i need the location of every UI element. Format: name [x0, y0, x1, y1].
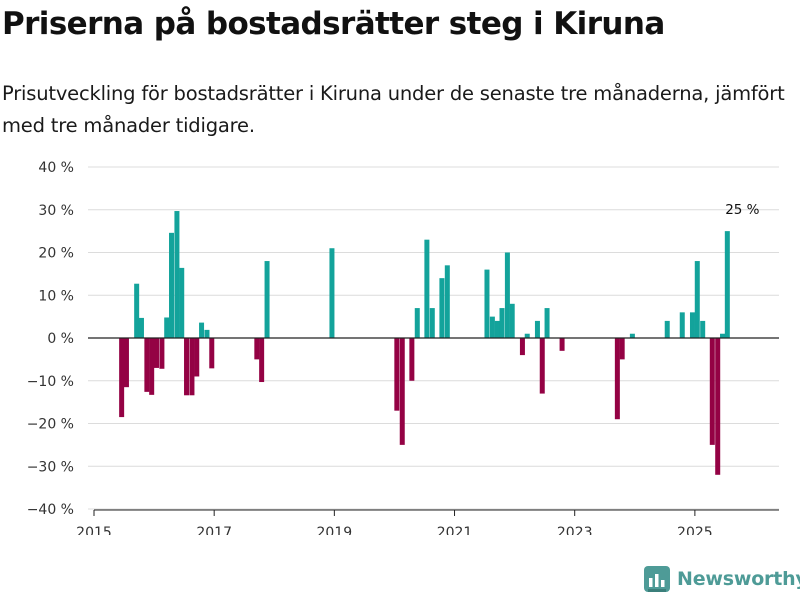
bar — [709, 338, 715, 445]
y-tick-label: −20 % — [27, 417, 74, 433]
bar — [424, 239, 430, 338]
bar — [259, 338, 265, 383]
bar — [689, 312, 695, 338]
bar — [619, 338, 625, 360]
bar-chart: −40 % −30 % −20 % −10 % 0 % 10 % 20 % 30 % 40 % 2… — [27, 160, 779, 535]
y-tick-label: −10 % — [27, 374, 74, 390]
newsworthy-logo-icon — [644, 566, 670, 592]
y-tick-label: 40 % — [38, 160, 74, 176]
bar — [694, 261, 700, 338]
y-tick-label: 20 % — [38, 246, 74, 262]
bar — [715, 338, 721, 475]
bar — [134, 283, 140, 338]
x-tick-label: 2017 — [196, 525, 232, 535]
bar — [414, 308, 420, 338]
bar — [519, 338, 525, 356]
bar — [209, 338, 215, 369]
bar — [119, 338, 125, 418]
bar — [499, 308, 505, 338]
bar — [153, 338, 159, 368]
x-tick-label: 2015 — [76, 525, 112, 535]
y-tick-label: −40 % — [27, 502, 74, 518]
bar — [194, 338, 200, 377]
bar — [159, 338, 165, 369]
y-tick-label: 30 % — [38, 203, 74, 219]
bar — [189, 338, 195, 396]
bar — [614, 338, 620, 420]
bar — [409, 338, 415, 381]
bar — [394, 338, 400, 411]
y-tick-label: 0 % — [47, 331, 74, 347]
bar — [679, 312, 685, 338]
bar — [539, 338, 545, 394]
bar — [484, 269, 490, 338]
bar — [204, 329, 210, 338]
tick-labels: −40 % −30 % −20 % −10 % 0 % 10 % 20 % 30 % 40 % 2… — [27, 160, 760, 535]
bar — [494, 320, 500, 338]
bars — [119, 211, 730, 475]
bar — [138, 317, 144, 338]
bar — [429, 308, 435, 338]
bar — [123, 338, 129, 388]
bar — [399, 338, 405, 445]
bar — [524, 333, 530, 338]
bar — [439, 278, 445, 338]
grid-lines — [88, 166, 779, 510]
newsworthy-logo: Newsworthy — [644, 566, 800, 592]
axes — [88, 337, 779, 516]
y-tick-label: 10 % — [38, 288, 74, 304]
bar — [444, 265, 450, 338]
bar — [504, 252, 510, 338]
bar — [329, 248, 335, 338]
bar — [700, 320, 706, 338]
bar — [199, 322, 205, 338]
bar — [534, 320, 540, 338]
x-tick-label: 2025 — [677, 525, 713, 535]
bar — [629, 333, 635, 338]
bar — [264, 261, 270, 338]
x-tick-label: 2019 — [317, 525, 353, 535]
bar — [144, 338, 150, 392]
page-title: Priserna på bostadsrätter steg i Kiruna — [2, 6, 665, 42]
bar — [544, 308, 550, 338]
bar — [179, 267, 185, 338]
bar — [254, 338, 260, 360]
bar — [724, 231, 730, 338]
data-label: 25 % — [725, 202, 759, 218]
y-tick-label: −30 % — [27, 459, 74, 475]
bar — [149, 338, 155, 395]
newsworthy-logo-text: Newsworthy — [677, 568, 800, 590]
bar — [559, 338, 565, 351]
bar — [169, 232, 175, 338]
chart-subtitle: Prisutveckling för bostadsrätter i Kirun… — [2, 82, 785, 137]
bar — [720, 333, 726, 338]
bar — [489, 316, 495, 338]
bar — [164, 317, 170, 338]
bar — [184, 338, 190, 396]
x-tick-label: 2023 — [557, 525, 593, 535]
bar — [509, 303, 515, 338]
bar — [664, 320, 670, 338]
x-tick-label: 2021 — [437, 525, 473, 535]
bar — [174, 211, 180, 338]
